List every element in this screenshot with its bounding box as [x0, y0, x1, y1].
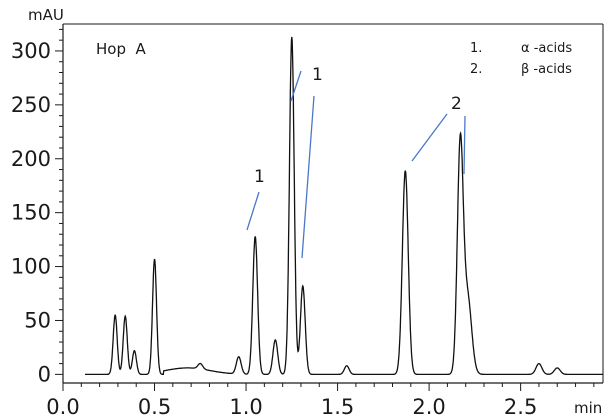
y-tick-label: 250 — [11, 93, 51, 117]
peak-label-1-right: 1 — [312, 65, 323, 85]
x-tick-label: 0.5 — [138, 395, 171, 418]
annotation-line-1b — [290, 70, 302, 102]
y-tick-label: 200 — [11, 147, 51, 171]
x-axis-unit: min — [574, 399, 602, 417]
legend-label-2: β -acids — [521, 62, 572, 77]
peak-label-1-left: 1 — [254, 167, 265, 187]
x-tick-label: 2.5 — [504, 395, 537, 418]
annotation-line-1c — [301, 95, 315, 259]
y-tick-label: 0 — [38, 362, 51, 386]
chromatogram-trace — [85, 36, 603, 376]
y-tick-label: 300 — [11, 39, 51, 63]
annotation-line-2b — [463, 115, 466, 175]
y-axis-ticks: 0 50 100 150 200 250 300 — [11, 28, 63, 386]
legend-label-1: α -acids — [521, 41, 572, 56]
legend-num-1: 1. — [470, 41, 482, 56]
x-tick-label: 0.0 — [46, 395, 79, 418]
y-tick-label: 50 — [24, 308, 51, 332]
x-tick-label: 2.0 — [412, 395, 445, 418]
x-axis-ticks: 0.0 0.5 1.0 1.5 2.0 2.5 — [46, 383, 595, 418]
peak-label-2: 2 — [451, 94, 462, 114]
x-tick-label: 1.0 — [229, 395, 262, 418]
y-tick-label: 150 — [11, 201, 51, 225]
annotation-line-2a — [411, 113, 448, 162]
y-axis-unit: mAU — [28, 6, 64, 24]
legend-num-2: 2. — [470, 62, 482, 77]
annotation-line-1a — [246, 191, 260, 231]
y-tick-label: 100 — [11, 255, 51, 279]
x-tick-label: 1.5 — [321, 395, 354, 418]
sample-label: Hop A — [96, 40, 147, 58]
